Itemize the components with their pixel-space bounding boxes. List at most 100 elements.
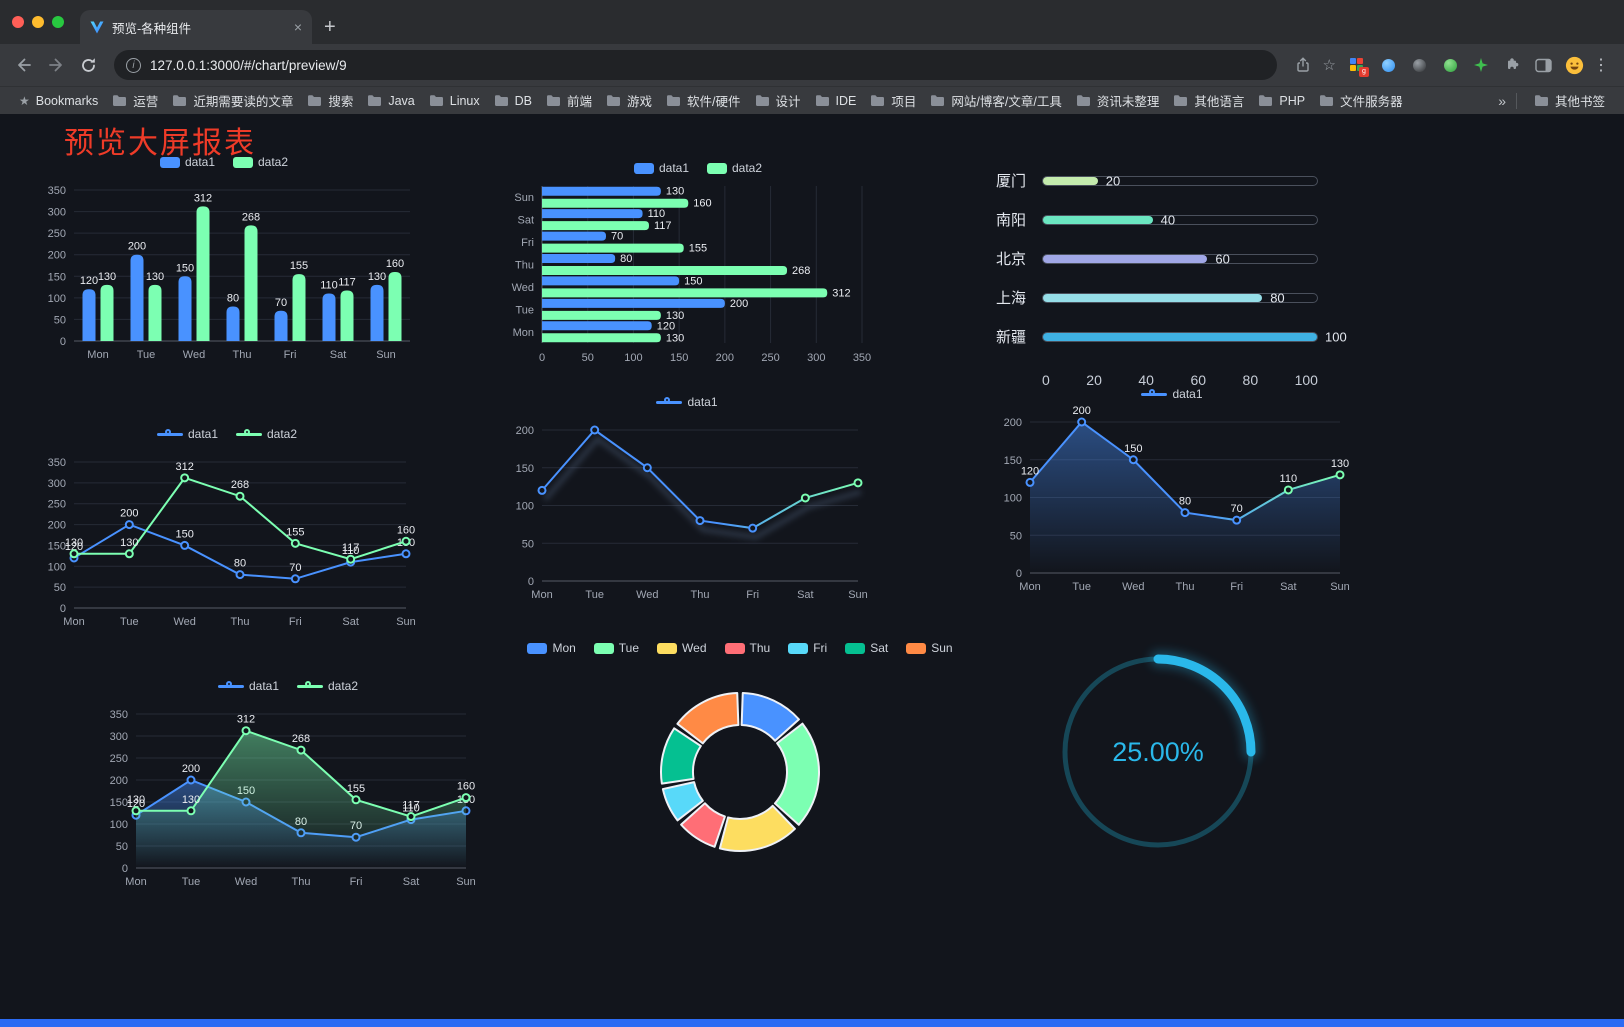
extension-green-circle-icon[interactable] — [1439, 54, 1461, 76]
legend-marker — [633, 162, 654, 174]
bookmark-item[interactable]: ★ Bookmarks — [12, 90, 105, 112]
bookmark-item[interactable]: 网站/博客/文章/工具 — [923, 90, 1068, 112]
bookmark-label: 前端 — [567, 95, 593, 109]
svg-text:155: 155 — [347, 783, 365, 795]
chart-canvas[interactable]: 0 50 100 150 200 250 300 350 Mon Tue Wed Thu Fri Sat S… — [28, 174, 420, 367]
extension-drop-icon[interactable] — [1377, 54, 1399, 76]
chart-gauge[interactable]: 25.00% — [1040, 630, 1276, 874]
svg-text:150: 150 — [110, 797, 128, 809]
bookmark-item[interactable]: 游戏 — [599, 90, 659, 112]
bookmark-item[interactable]: 资讯未整理 — [1069, 90, 1167, 112]
bookmark-item[interactable]: PHP — [1251, 90, 1312, 112]
chart-hbar-grouped[interactable]: data1 data2 0 50 100 150 200 250 300 350 Mon Tue Wed… — [498, 158, 898, 373]
grid: 0 50 100 150 200 250 300 350 Mon Tue Wed Thu Fri Sat S… — [48, 457, 416, 628]
bookmark-item[interactable]: 软件/硬件 — [659, 90, 747, 112]
bookmark-item[interactable]: 运营 — [105, 90, 165, 112]
dark-circle-glyph — [1412, 58, 1426, 72]
chart-area-two-series[interactable]: data1 data2 0 50 100 150 200 250 300 350 Mon Tue Wed… — [92, 676, 484, 894]
minimize-window-button[interactable] — [32, 16, 44, 28]
legend-item-Sun[interactable]: Sun — [906, 641, 953, 655]
legend-item-Sat[interactable]: Sat — [845, 641, 888, 655]
chart-line-gradient[interactable]: data1 0 50 100 150 200 Mon Tue Wed Thu Fri Sat Sun — [498, 392, 876, 607]
chart-canvas[interactable]: 0 50 100 150 200 250 300 350 Mon Tue Wed Thu Fri Sat S… — [30, 446, 424, 634]
browser-tab[interactable]: 预览-各种组件 × — [80, 10, 312, 44]
bookmark-item[interactable]: 设计 — [748, 90, 808, 112]
bookmark-item[interactable]: 项目 — [863, 90, 923, 112]
bookmark-item[interactable]: 文件服务器 — [1312, 90, 1410, 112]
progress-track: 20 — [1042, 173, 1318, 188]
chart-bar-grouped[interactable]: data1 data2 0 50 100 150 200 250 300 350 Mon Tue Wed… — [28, 152, 420, 367]
puzzle-icon[interactable] — [1501, 54, 1523, 76]
zoom-window-button[interactable] — [52, 16, 64, 28]
extension-dark-circle-icon[interactable] — [1408, 54, 1430, 76]
legend-item-Mon[interactable]: Mon — [527, 641, 576, 655]
chart-canvas[interactable]: 0 50 100 150 200 250 300 350 Mon Tue Wed Thu Fri Sat S… — [498, 180, 898, 373]
menu-kebab-icon[interactable]: ⋮ — [1593, 57, 1609, 74]
legend-item-data1[interactable]: data1 — [217, 679, 279, 693]
chart-canvas[interactable]: 0 50 100 150 200 Mon Tue Wed Thu Fri Sat Sun — [498, 414, 876, 607]
legend-item-data2[interactable]: data2 — [297, 679, 358, 693]
side-panel-icon[interactable] — [1532, 54, 1554, 76]
back-button[interactable] — [10, 51, 38, 79]
legend-item-data1[interactable]: data1 — [156, 427, 218, 441]
svg-text:Fri: Fri — [289, 616, 302, 628]
reload-button[interactable] — [74, 51, 102, 79]
progress-track: 100 — [1042, 329, 1347, 344]
tab-close-icon[interactable]: × — [293, 19, 302, 35]
chart-area-single[interactable]: data1 0 50 100 150 200 Mon Tue Wed Thu Fri Sat Sun 12… — [986, 384, 1358, 599]
chart-progress-bars[interactable]: 厦门 20 南阳 40 北京 60 上海 80 新疆 100 0 20 40 60 80 100 — [996, 159, 1347, 409]
svg-text:350: 350 — [48, 185, 66, 197]
grid-square — [1350, 65, 1356, 71]
other-bookmarks[interactable]: 其他书签 — [1527, 90, 1612, 112]
bookmark-item[interactable]: IDE — [808, 90, 864, 112]
bookmark-item[interactable]: Linux — [422, 90, 487, 112]
legend-item-Fri[interactable]: Fri — [788, 641, 827, 655]
bookmark-item[interactable]: DB — [487, 90, 539, 112]
legend-item-data1[interactable]: data1 — [1141, 387, 1203, 401]
bookmark-item[interactable]: 近期需要读的文章 — [165, 90, 300, 112]
legend-label: Sun — [931, 641, 953, 655]
svg-text:80: 80 — [227, 292, 239, 304]
svg-text:110: 110 — [342, 545, 360, 557]
chart-canvas[interactable]: 0 50 100 150 200 250 300 350 Mon Tue Wed Thu Fri Sat S… — [92, 698, 484, 894]
extension-grid-icon[interactable]: g — [1346, 54, 1369, 77]
new-tab-button[interactable]: + — [324, 16, 336, 38]
svg-text:50: 50 — [116, 841, 128, 853]
legend-item-Tue[interactable]: Tue — [593, 641, 639, 655]
svg-text:350: 350 — [48, 457, 66, 469]
legend-item-data2[interactable]: data2 — [707, 161, 762, 175]
legend-item-Thu[interactable]: Thu — [724, 641, 770, 655]
legend-item-data2[interactable]: data2 — [233, 155, 288, 169]
chart-canvas[interactable]: 25.00% — [1040, 630, 1276, 874]
share-icon[interactable] — [1295, 57, 1311, 73]
extension-star-icon[interactable] — [1470, 54, 1492, 76]
bookmark-item[interactable]: 前端 — [539, 90, 599, 112]
bookmark-label: 搜索 — [328, 95, 354, 109]
bookmark-item[interactable]: 搜索 — [300, 90, 360, 112]
svg-text:Sat: Sat — [1280, 581, 1297, 593]
legend-item-data2[interactable]: data2 — [236, 427, 297, 441]
bookmarks-overflow-icon[interactable]: » — [1498, 92, 1506, 109]
chart-line-two-series[interactable]: data1 data2 0 50 100 150 200 250 300 350 Mon Tue Wed… — [30, 424, 424, 634]
progress-value: 60 — [1215, 251, 1230, 266]
url-bar[interactable]: i 127.0.0.1:3000/#/chart/preview/9 — [114, 50, 1277, 80]
svg-text:200: 200 — [48, 250, 66, 262]
forward-button[interactable] — [42, 51, 70, 79]
bookmark-label: Java — [388, 93, 415, 108]
chart-donut[interactable]: Mon Tue Wed Thu Fri Sat Sun — [527, 638, 953, 968]
close-window-button[interactable] — [12, 16, 24, 28]
folder-icon — [606, 94, 621, 107]
legend-marker — [217, 680, 244, 692]
bookmark-item[interactable]: 其他语言 — [1166, 90, 1251, 112]
legend-item-Wed[interactable]: Wed — [657, 641, 707, 655]
bookmark-star-icon[interactable]: ☆ — [1322, 57, 1336, 74]
site-info-icon[interactable]: i — [126, 57, 141, 73]
legend-item-data1[interactable]: data1 — [633, 161, 689, 175]
profile-avatar-icon[interactable] — [1563, 54, 1585, 76]
legend-item-data1[interactable]: data1 — [656, 395, 718, 409]
svg-text:130: 130 — [1331, 458, 1349, 470]
legend-item-data1[interactable]: data1 — [159, 155, 215, 169]
bookmark-item[interactable]: Java — [360, 90, 421, 112]
chart-canvas[interactable] — [548, 660, 932, 968]
